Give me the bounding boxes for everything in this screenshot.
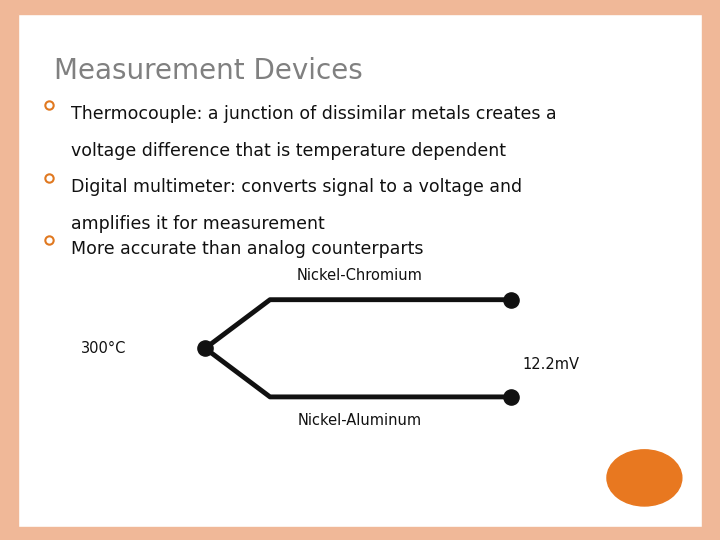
Text: amplifies it for measurement: amplifies it for measurement [71,215,324,233]
Point [199,344,211,353]
Point [505,295,517,304]
Text: 12.2mV: 12.2mV [522,357,579,372]
Text: voltage difference that is temperature dependent: voltage difference that is temperature d… [71,142,505,160]
Text: More accurate than analog counterparts: More accurate than analog counterparts [71,240,423,258]
Text: Digital multimeter: converts signal to a voltage and: Digital multimeter: converts signal to a… [71,178,522,196]
Point [505,393,517,401]
Text: 300°C: 300°C [81,341,126,356]
Circle shape [607,450,682,506]
Text: Nickel-Aluminum: Nickel-Aluminum [298,413,422,428]
Text: Nickel-Chromium: Nickel-Chromium [297,268,423,284]
Text: Measurement Devices: Measurement Devices [54,57,363,85]
FancyBboxPatch shape [18,14,702,526]
Text: Thermocouple: a junction of dissimilar metals creates a: Thermocouple: a junction of dissimilar m… [71,105,556,123]
